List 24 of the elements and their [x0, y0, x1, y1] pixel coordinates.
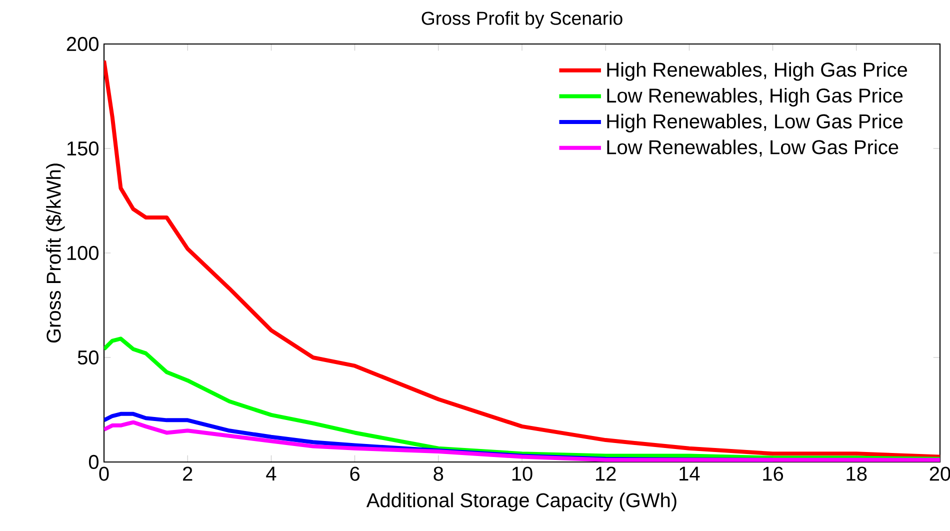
legend-label: High Renewables, Low Gas Price [607, 114, 903, 132]
line-series [104, 58, 940, 459]
y-tick-label: 150 [67, 141, 98, 156]
y-axis-title: Gross Profit ($/kWh) [46, 164, 65, 343]
legend-label: Low Renewables, High Gas Price [607, 88, 903, 107]
legend-label: Low Renewables, Low Gas Price [607, 140, 898, 157]
x-tick-label: 20 [930, 466, 950, 481]
x-tick-label: 8 [434, 466, 444, 481]
x-tick-label: 2 [183, 466, 192, 481]
y-tick-label: 100 [67, 246, 98, 260]
legend-label: High Renewables, High Gas Price [607, 62, 908, 81]
x-tick-label: 6 [350, 466, 360, 481]
x-tick-label: 0 [99, 466, 109, 481]
chart-title: Gross Profit by Scenario [422, 11, 622, 29]
x-axis-title: Additional Storage Capacity (GWh) [366, 492, 676, 512]
y-tick-label: 0 [88, 454, 99, 470]
x-tick-label: 18 [846, 466, 867, 481]
x-tick-label: 16 [763, 466, 784, 481]
x-tick-label: 14 [680, 466, 700, 480]
y-tick-label: 200 [66, 36, 98, 52]
y-tick-label: 50 [78, 350, 98, 365]
x-tick-label: 4 [266, 466, 276, 480]
x-tick-label: 10 [512, 466, 532, 481]
x-tick-label: 12 [596, 466, 616, 481]
